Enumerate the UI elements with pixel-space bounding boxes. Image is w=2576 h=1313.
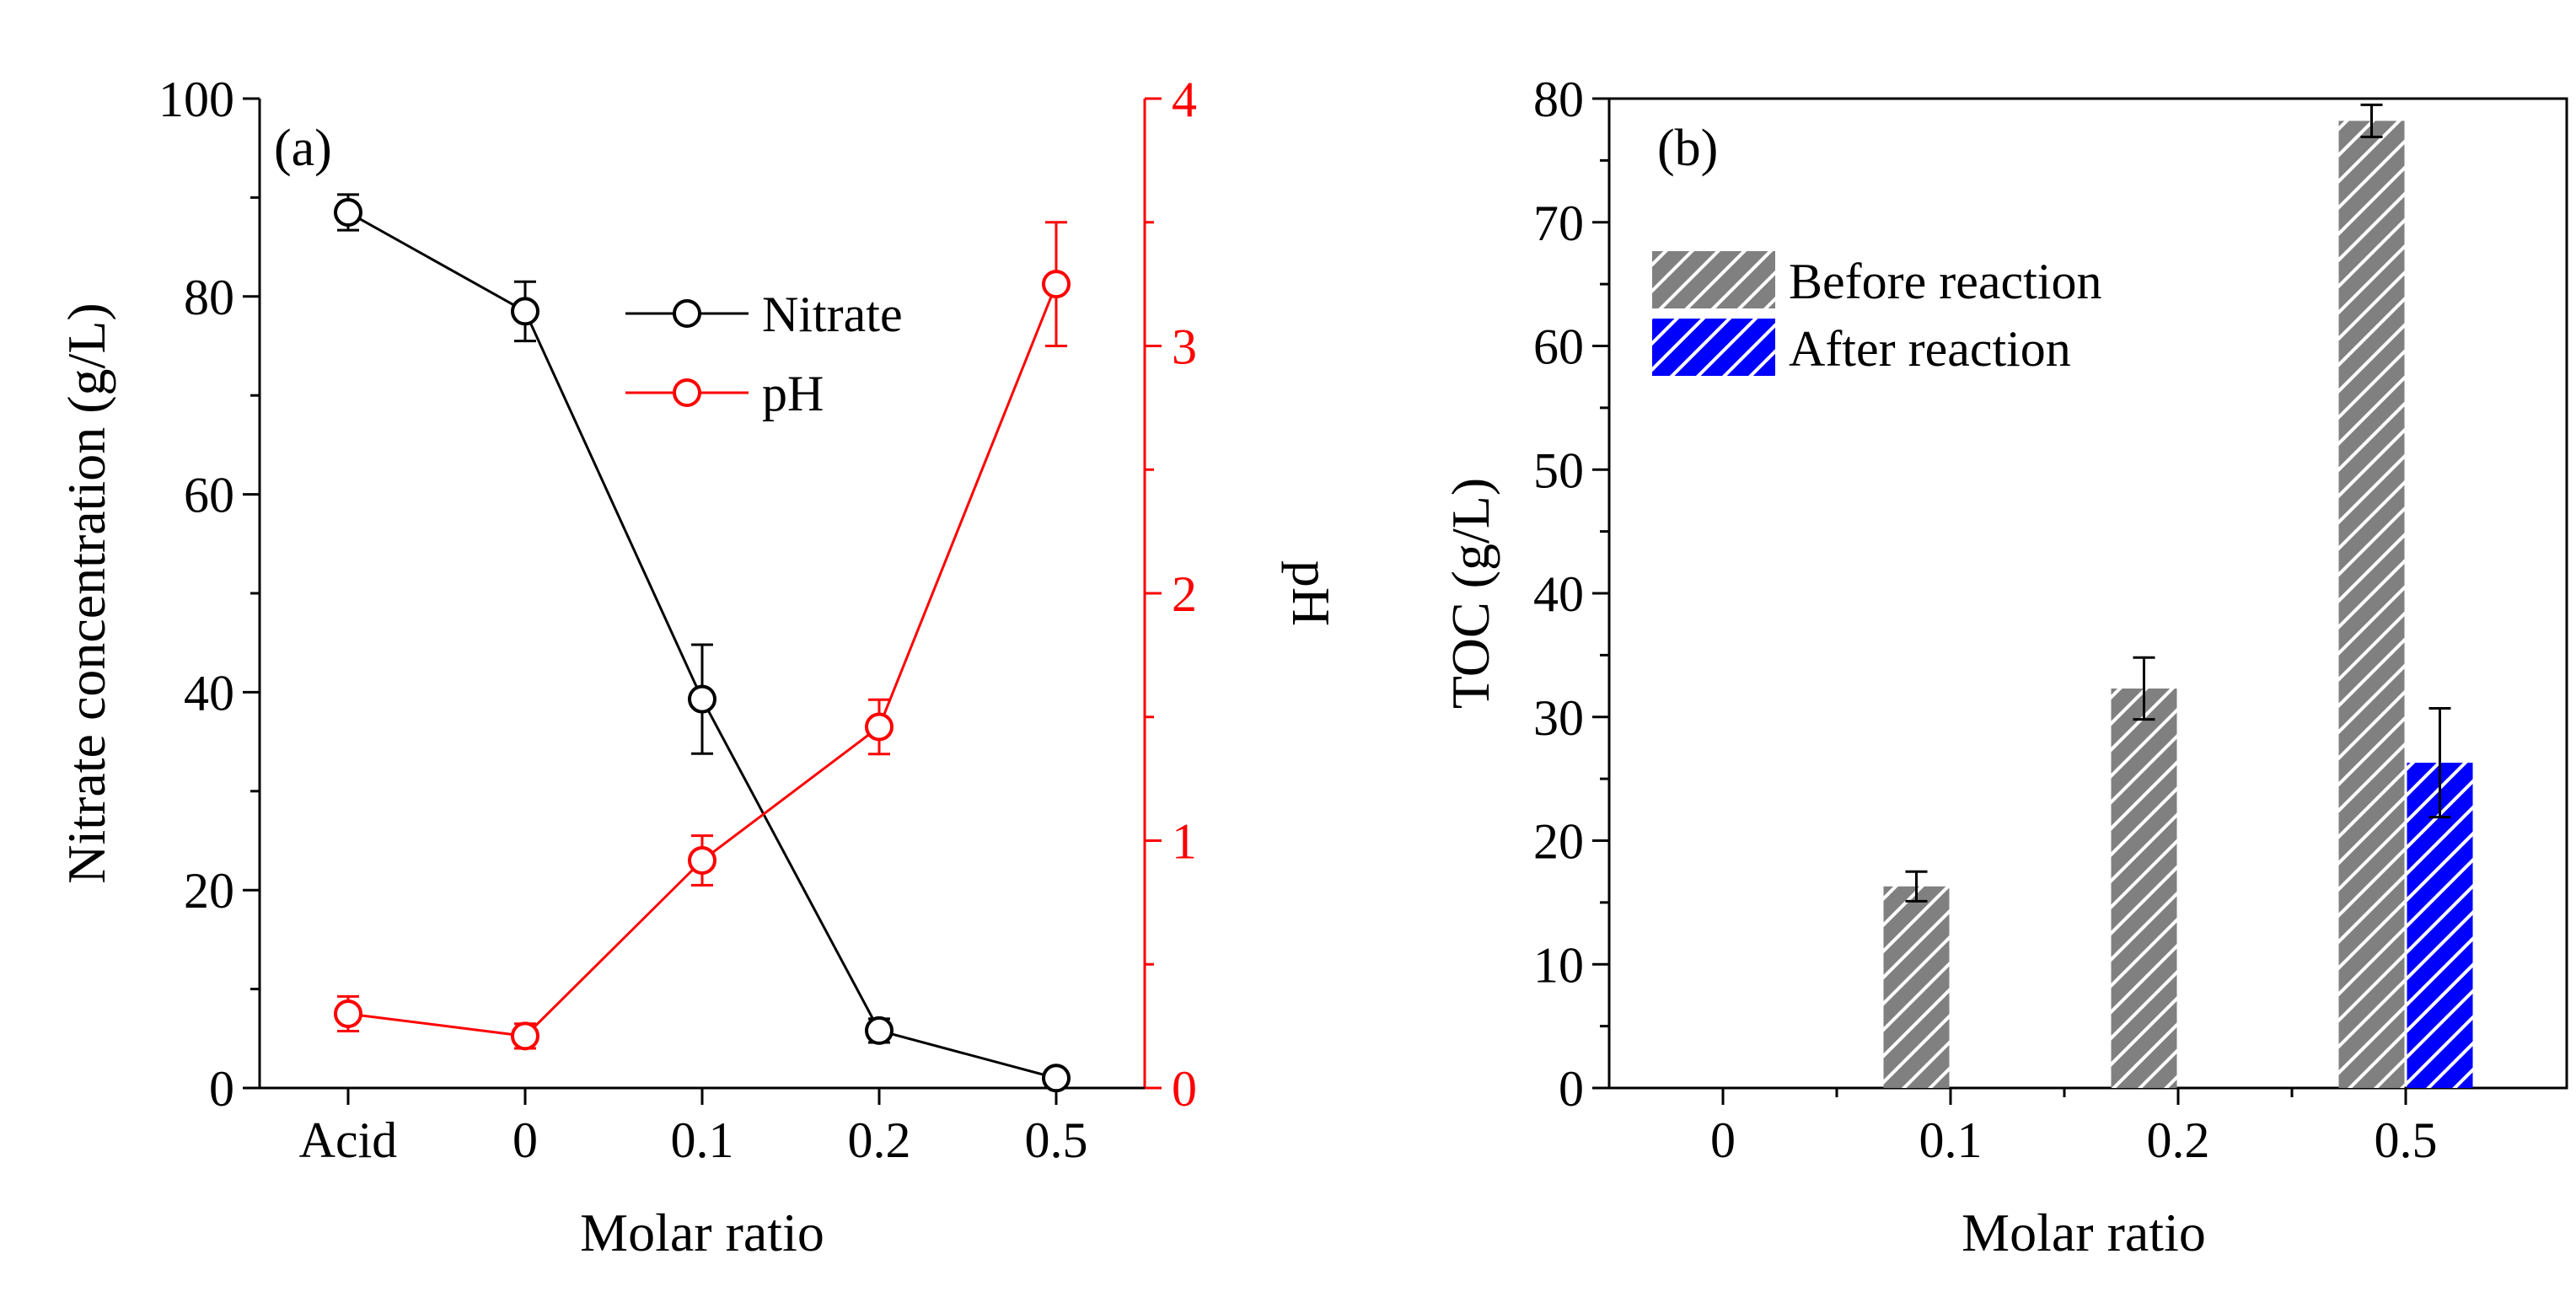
x-tick-label: 0 [1710, 1112, 1736, 1168]
legend-marker [673, 378, 701, 407]
left-y-axis-title: Nitrate concentration (g/L) [56, 303, 116, 883]
left-y-tick-label: 40 [184, 665, 234, 721]
data-point-ph [334, 999, 362, 1028]
y-tick-label: 60 [1533, 319, 1584, 375]
x-tick-label: Acid [299, 1112, 398, 1168]
legend: Nitrate pH [625, 287, 903, 421]
y-axis-title: TOC (g/L) [1441, 478, 1500, 709]
right-y-axis-title: pH [1281, 560, 1341, 626]
left-y-tick-label: 0 [209, 1061, 234, 1117]
legend-label: Before reaction [1789, 254, 2101, 309]
right-y-tick-label: 0 [1172, 1061, 1197, 1117]
right-y-tick-label: 3 [1172, 319, 1197, 375]
left-y-tick-label: 60 [184, 468, 234, 523]
right-y-ticks: 0 1 2 3 4 [1145, 72, 1197, 1117]
plot-area [1883, 103, 2473, 1088]
panel-b-label: (b) [1657, 120, 1718, 177]
bar-before-reaction [2338, 121, 2405, 1088]
y-ticks: 0 10 20 30 40 50 60 70 80 [1533, 72, 1609, 1117]
data-point-ph [688, 845, 716, 875]
legend-swatch [1652, 251, 1775, 308]
y-tick-label: 40 [1533, 566, 1584, 622]
right-y-tick-label: 4 [1172, 72, 1197, 127]
data-point-nitrate [1042, 1064, 1071, 1093]
x-axis-title: Molar ratio [1962, 1203, 2206, 1262]
x-tick-label: 0.5 [1025, 1112, 1088, 1168]
data-point-ph [511, 1021, 539, 1051]
right-y-tick-label: 1 [1172, 814, 1197, 870]
x-tick-label: 0.2 [2147, 1112, 2210, 1168]
x-tick-label: 0.5 [2375, 1112, 2438, 1168]
x-tick-label: 0 [513, 1112, 538, 1168]
legend-label: After reaction [1789, 321, 2071, 377]
left-y-tick-label: 20 [184, 863, 234, 919]
plot-area [334, 193, 1071, 1093]
y-tick-label: 30 [1533, 690, 1584, 746]
left-y-tick-label: 80 [184, 270, 234, 325]
panel-a: 0 20 40 60 80 100 0 1 2 3 4 Acid 0 0.1 0.2 0.5 (a) Ni… [56, 72, 1341, 1262]
x-ticks: Acid 0 0.1 0.2 0.5 [299, 1088, 1088, 1168]
legend-swatch [1652, 319, 1775, 376]
y-tick-label: 10 [1533, 937, 1584, 993]
data-point-ph [865, 712, 894, 742]
x-tick-label: 0.1 [671, 1112, 734, 1168]
y-tick-label: 50 [1533, 442, 1584, 498]
y-tick-label: 80 [1533, 72, 1584, 127]
right-y-tick-label: 2 [1172, 566, 1197, 622]
x-tick-label: 0.1 [1919, 1112, 1983, 1168]
y-tick-label: 0 [1559, 1061, 1584, 1117]
data-point-ph [1042, 270, 1071, 299]
panel-b: 0 10 20 30 40 50 60 70 80 0 0.1 0.2 0.5 (b) TOC (g/… [1441, 72, 2568, 1262]
legend-label: pH [762, 366, 824, 421]
legend: Before reaction After reaction [1652, 251, 2101, 377]
left-y-tick-label: 100 [158, 72, 234, 127]
left-y-ticks: 0 20 40 60 80 100 [158, 72, 260, 1117]
x-ticks: 0 0.1 0.2 0.5 [1710, 1088, 2438, 1168]
data-point-nitrate [511, 297, 539, 326]
legend-label: Nitrate [762, 287, 903, 342]
legend-marker [673, 299, 701, 328]
data-point-nitrate [688, 684, 716, 714]
bar-before-reaction [1883, 886, 1950, 1088]
y-tick-label: 70 [1533, 196, 1584, 251]
y-tick-label: 20 [1533, 814, 1584, 870]
data-point-nitrate [334, 198, 362, 228]
panel-a-label: (a) [274, 120, 332, 177]
bar-before-reaction [2111, 688, 2177, 1088]
data-point-nitrate [865, 1016, 894, 1045]
x-axis-title: Molar ratio [580, 1203, 824, 1262]
x-tick-label: 0.2 [848, 1112, 911, 1168]
